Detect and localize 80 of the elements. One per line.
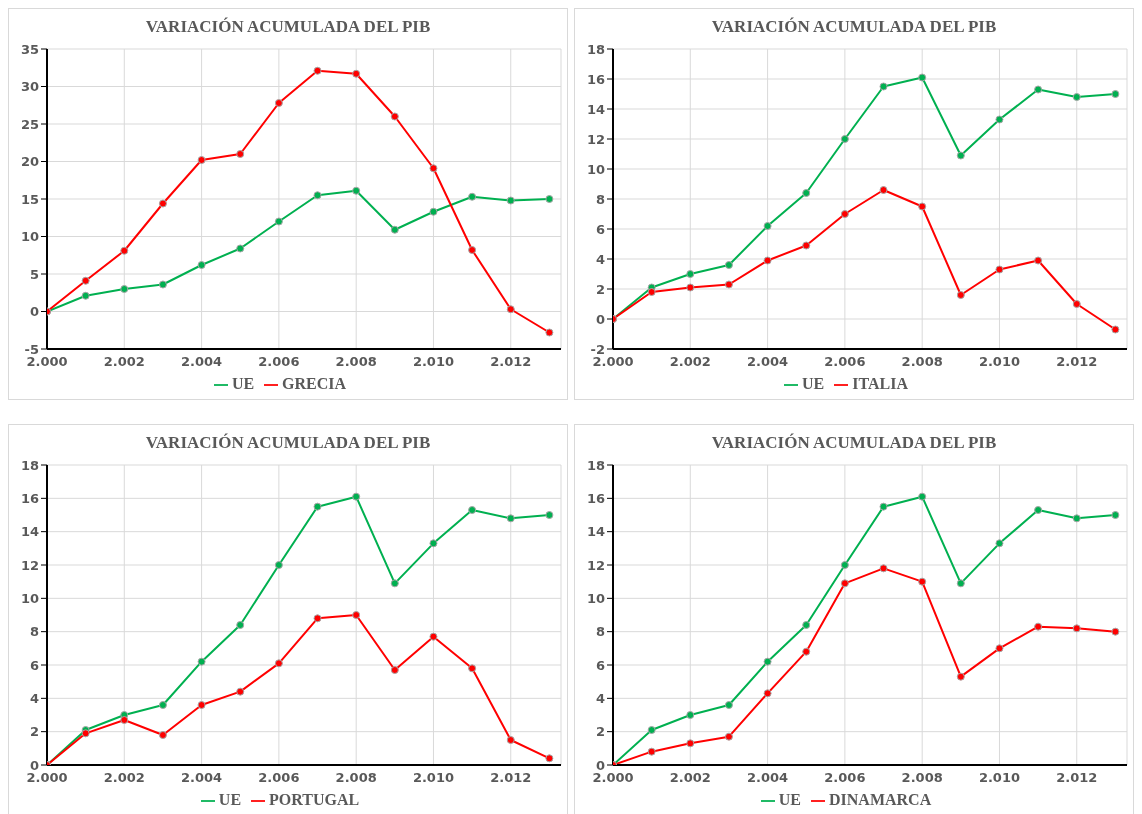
chart-title: VARIACIÓN ACUMULADA DEL PIB [144, 432, 432, 454]
legend-label: UE [802, 375, 825, 392]
y-tick-label: 2 [29, 724, 39, 740]
x-tick-label: 2.012 [490, 354, 532, 370]
x-tick-label: 2.008 [335, 770, 377, 786]
x-tick-label: 2.006 [258, 770, 300, 786]
y-tick-label: 4 [29, 690, 39, 706]
x-tick-label: 2.004 [747, 354, 789, 370]
y-tick-label: 2 [595, 281, 605, 297]
x-tick-label: 2.004 [181, 354, 223, 370]
x-tick-label: 2.008 [335, 354, 377, 370]
x-tick-label: 2.010 [412, 354, 455, 370]
y-tick-label: 10 [586, 161, 605, 177]
legend-label: ITALIA [852, 375, 908, 392]
y-tick-label: -5 [24, 341, 39, 357]
y-tick-label: 18 [586, 41, 605, 57]
y-tick-label: 12 [20, 557, 39, 573]
y-tick-label: 16 [20, 490, 39, 506]
x-tick-label: 2.006 [258, 354, 300, 370]
y-tick-label: 8 [29, 624, 39, 640]
x-tick-label: 2.004 [181, 770, 223, 786]
y-tick-label: 14 [20, 524, 39, 540]
y-tick-label: 12 [586, 131, 605, 147]
x-tick-label: 2.002 [669, 770, 711, 786]
y-tick-label: 0 [595, 757, 605, 773]
y-tick-label: 0 [29, 304, 39, 320]
y-tick-label: 6 [595, 657, 605, 673]
y-tick-label: 6 [595, 221, 605, 237]
x-tick-label: 2.008 [901, 770, 943, 786]
x-tick-label: 2.006 [824, 770, 866, 786]
x-tick-label: 2.000 [26, 354, 68, 370]
x-tick-label: 2.010 [978, 770, 1021, 786]
y-tick-label: 16 [586, 71, 605, 87]
x-tick-label: 2.002 [669, 354, 711, 370]
x-tick-label: 2.002 [103, 770, 145, 786]
legend-label: PORTUGAL [269, 791, 360, 808]
y-tick-label: 25 [20, 116, 39, 132]
y-tick-label: 6 [29, 657, 39, 673]
y-tick-label: 12 [586, 557, 605, 573]
y-tick-label: -2 [590, 341, 605, 357]
y-tick-label: 8 [595, 191, 605, 207]
y-tick-label: 4 [595, 251, 605, 267]
x-tick-label: 2.004 [747, 770, 789, 786]
y-tick-label: 0 [595, 311, 605, 327]
x-tick-label: 2.002 [103, 354, 145, 370]
y-tick-label: 15 [20, 191, 39, 207]
y-tick-label: 16 [586, 490, 605, 506]
x-tick-label: 2.008 [901, 354, 943, 370]
x-tick-label: 2.010 [412, 770, 455, 786]
y-tick-label: 5 [29, 266, 39, 282]
x-tick-label: 2.012 [1056, 770, 1098, 786]
y-tick-label: 0 [29, 757, 39, 773]
y-tick-label: 14 [586, 524, 605, 540]
x-tick-label: 2.000 [592, 770, 634, 786]
y-tick-label: 14 [586, 101, 605, 117]
x-tick-label: 2.012 [490, 770, 532, 786]
legend-label: UE [778, 791, 801, 808]
y-tick-label: 10 [586, 590, 605, 606]
y-tick-label: 10 [20, 590, 39, 606]
chart-title: VARIACIÓN ACUMULADA DEL PIB [710, 16, 998, 38]
x-tick-label: 2.012 [1056, 354, 1098, 370]
y-tick-label: 18 [20, 457, 39, 473]
y-tick-label: 30 [20, 79, 39, 95]
x-tick-label: 2.000 [26, 770, 68, 786]
y-tick-label: 8 [595, 624, 605, 640]
y-tick-label: 10 [20, 229, 39, 245]
x-tick-label: 2.006 [824, 354, 866, 370]
x-tick-label: 2.000 [592, 354, 634, 370]
legend-label: DINAMARCA [829, 791, 932, 808]
y-tick-label: 35 [20, 41, 39, 57]
legend-label: UE [218, 791, 242, 808]
x-tick-label: 2.010 [978, 354, 1021, 370]
y-tick-label: 4 [595, 690, 605, 706]
legend-label: UE [231, 375, 255, 392]
y-tick-label: 2 [595, 724, 605, 740]
chart-title: VARIACIÓN ACUMULADA DEL PIB [710, 432, 998, 454]
y-tick-label: 20 [20, 154, 39, 170]
chart-title: VARIACIÓN ACUMULADA DEL PIB [144, 16, 432, 38]
legend-label: GRECIA [282, 375, 347, 392]
y-tick-label: 18 [586, 457, 605, 473]
